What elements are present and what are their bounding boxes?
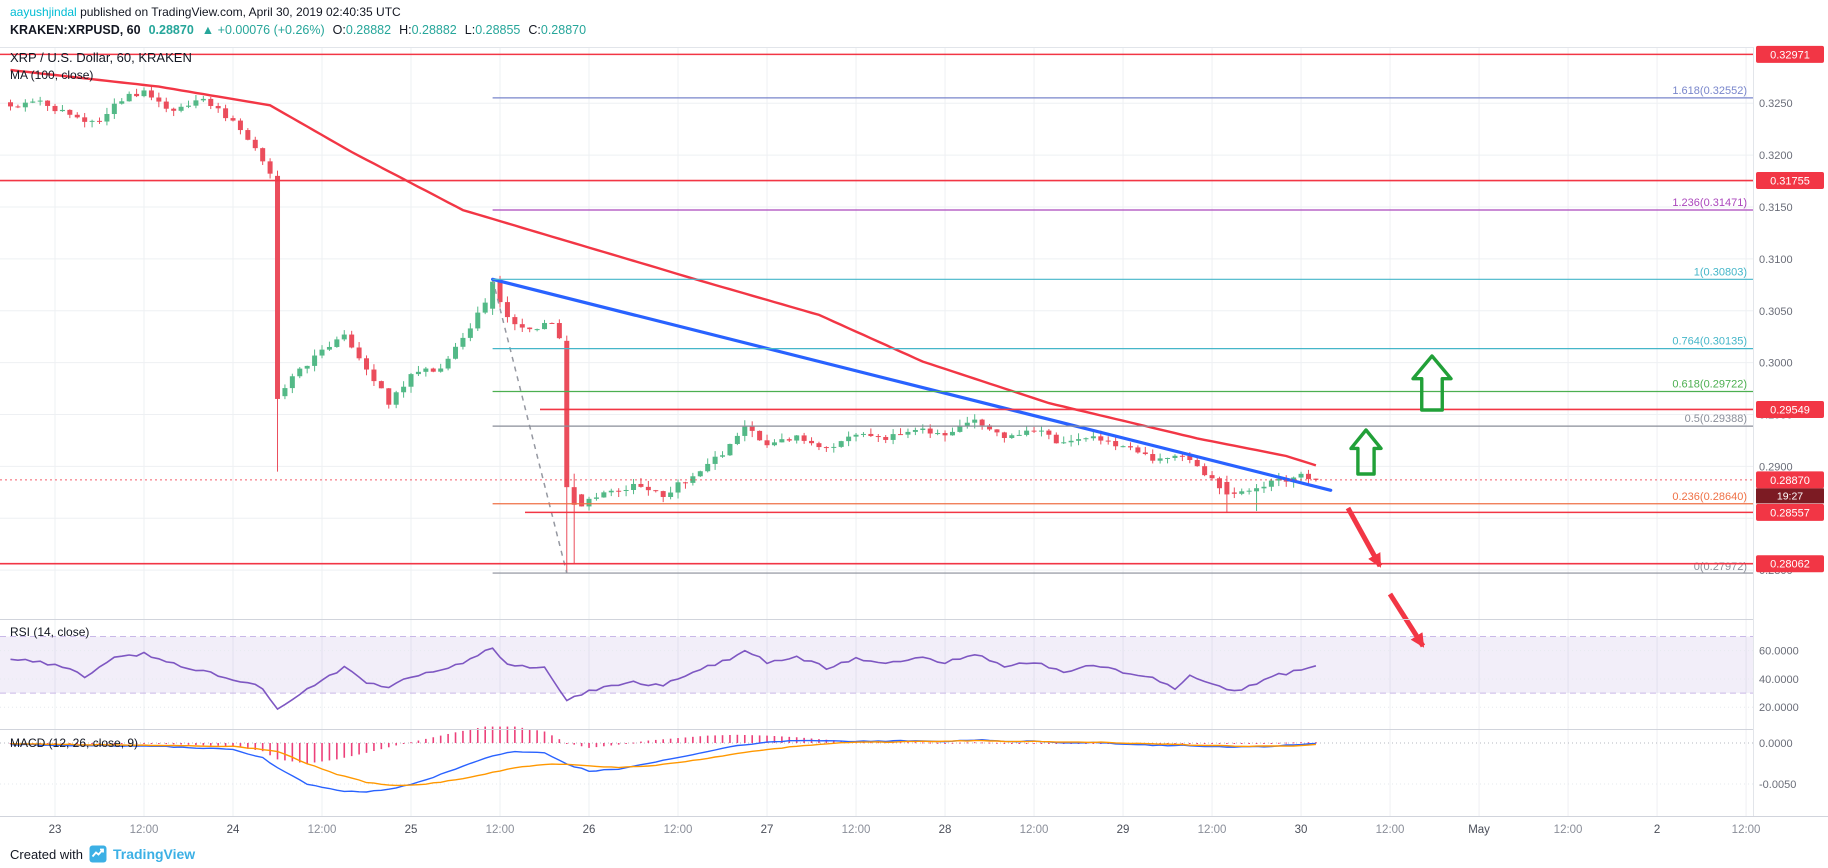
macd-pane <box>0 726 1753 793</box>
rsi-axis-label: 20.0000 <box>1759 702 1799 714</box>
main-pane-legend: XRP / U.S. Dollar, 60, KRAKEN <box>10 50 192 65</box>
ohlc-values: O:0.28882 H:0.28882 L:0.28855 C:0.28870 <box>333 23 586 37</box>
price-axis-label: 0.3150 <box>1759 202 1793 214</box>
ohlc-item: L:0.28855 <box>464 23 521 37</box>
line-price-badge: 0.28557 <box>1756 503 1824 521</box>
time-axis-label: 30 <box>1295 824 1308 836</box>
up-triangle-icon: ▲ <box>201 23 215 37</box>
ohlc-item: H:0.28882 <box>399 23 457 37</box>
ohlc-item: O:0.28882 <box>332 23 392 37</box>
created-with-text: Created with <box>10 846 83 862</box>
svg-text:0.28557: 0.28557 <box>1770 507 1810 519</box>
time-axis-label: 2 <box>1654 824 1660 836</box>
svg-text:0.28062: 0.28062 <box>1770 559 1810 571</box>
rsi-line <box>10 647 1317 711</box>
svg-text:0.32971: 0.32971 <box>1770 49 1810 61</box>
time-axis-label: 28 <box>939 824 952 836</box>
rsi-axis-label: 60.0000 <box>1759 646 1799 658</box>
price-axis-label: 0.3100 <box>1759 254 1793 266</box>
price-change: ▲ +0.00076 (+0.26%) <box>201 23 325 37</box>
macd-signal-line <box>10 739 1316 787</box>
time-axis-label: 12:00 <box>130 824 159 836</box>
red-down-arrow <box>1345 506 1383 568</box>
tradingview-brand-link[interactable]: TradingView <box>112 846 196 862</box>
last-price-quote: 0.28870 <box>148 23 194 37</box>
time-axis-label: 23 <box>49 824 62 836</box>
price-axis: 0.3250 0.3200 0.3150 0.3100 0.3050 0.3000 0.29… <box>1756 45 1824 791</box>
pane-borders <box>0 47 1828 817</box>
time-axis-label: 12:00 <box>1376 824 1405 836</box>
horizontal-price-lines <box>0 53 1753 565</box>
svg-text:0.29549: 0.29549 <box>1770 404 1810 416</box>
fib-level-label: 0.618(0.29722) <box>1672 378 1747 390</box>
time-axis-label: 12:00 <box>308 824 337 836</box>
time-axis-label: 12:00 <box>486 824 515 836</box>
green-up-arrow <box>1411 354 1453 412</box>
author-link[interactable]: aayushjindal <box>10 5 77 19</box>
svg-text:0.31755: 0.31755 <box>1770 176 1810 188</box>
symbol-title: KRAKEN:XRPUSD, 60 <box>10 23 141 37</box>
time-axis-label: 26 <box>583 824 596 836</box>
line-price-badge: 0.31755 <box>1756 172 1824 190</box>
last-price-badge: 0.28870 <box>1756 471 1824 489</box>
time-axis-label: 27 <box>761 824 774 836</box>
footer: Created with TradingView <box>10 845 195 863</box>
fib-level-label: 1.236(0.31471) <box>1672 197 1747 209</box>
grid <box>0 47 1753 816</box>
ohlc-item: C:0.28870 <box>528 23 587 37</box>
price-axis-label: 0.3000 <box>1759 358 1793 370</box>
price-axis-label: 0.3250 <box>1759 98 1793 110</box>
macd-axis-label: -0.0050 <box>1759 779 1796 791</box>
macd-axis-label: 0.0000 <box>1759 738 1793 750</box>
time-axis-label: 12:00 <box>842 824 871 836</box>
trendline <box>491 277 1333 492</box>
ma-study-legend: MA (100, close) <box>10 68 94 82</box>
countdown-badge: 19:27 <box>1756 488 1824 504</box>
time-axis-label: 24 <box>227 824 240 836</box>
price-axis-label: 0.3050 <box>1759 306 1793 318</box>
price-axis-label: 0.2900 <box>1759 461 1793 473</box>
time-axis-label: May <box>1468 824 1490 836</box>
time-axis-label: 12:00 <box>1020 824 1049 836</box>
fib-retracement: 1.618(0.32552) 1.236(0.31471) 1(0.30803) 0.… <box>492 85 1753 574</box>
fib-level-label: 0.236(0.28640) <box>1672 491 1747 503</box>
line-price-badge: 0.29549 <box>1756 400 1824 418</box>
fib-level-label: 1(0.30803) <box>1694 266 1747 278</box>
attribution-line: aayushjindal published on TradingView.co… <box>10 5 401 19</box>
time-axis-label: 12:00 <box>664 824 693 836</box>
fib-level-label: 1.618(0.32552) <box>1672 85 1747 97</box>
time-axis-label: 12:00 <box>1554 824 1583 836</box>
symbol-info-bar: KRAKEN:XRPUSD, 60 0.28870 ▲ +0.00076 (+0… <box>10 23 586 37</box>
tradingview-logo-icon[interactable] <box>89 845 107 863</box>
time-axis-label: 25 <box>405 824 418 836</box>
rsi-pane <box>0 636 1753 711</box>
time-axis-label: 29 <box>1117 824 1130 836</box>
fib-level-label: 0.764(0.30135) <box>1672 336 1747 348</box>
line-price-badge: 0.28062 <box>1756 555 1824 573</box>
green-up-arrow <box>1349 428 1383 476</box>
rsi-pane-legend: RSI (14, close) <box>10 625 90 639</box>
time-axis: 23 12:00 24 12:00 25 12:00 26 12:00 27 12:00 28 12:… <box>49 824 1761 836</box>
candlestick-series <box>8 85 1319 574</box>
time-axis-label: 12:00 <box>1198 824 1227 836</box>
drawing-arrows <box>1345 354 1453 648</box>
time-axis-label: 12:00 <box>1732 824 1761 836</box>
rsi-axis-label: 40.0000 <box>1759 674 1799 686</box>
fib-level-label: 0.5(0.29388) <box>1685 413 1747 425</box>
svg-text:19:27: 19:27 <box>1777 490 1803 502</box>
ma-100-line <box>10 68 1317 467</box>
published-text: published on TradingView.com, April 30, … <box>80 5 401 19</box>
svg-text:0.28870: 0.28870 <box>1770 475 1810 487</box>
line-price-badge: 0.32971 <box>1756 45 1824 63</box>
fib-level-label: 0(0.27972) <box>1694 561 1747 573</box>
price-axis-label: 0.3200 <box>1759 150 1793 162</box>
macd-pane-legend: MACD (12, 26, close, 9) <box>10 736 139 750</box>
